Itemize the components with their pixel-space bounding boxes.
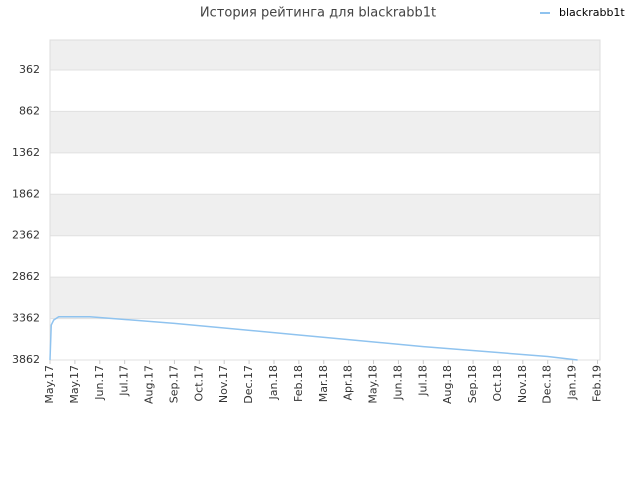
x-tick-label: Oct.17: [192, 365, 205, 402]
plot-band: [50, 40, 600, 70]
x-tick-label: Jun.17: [93, 365, 106, 401]
x-tick-label: Jan.18: [267, 365, 280, 400]
x-tick-label: May.17: [68, 365, 81, 404]
y-tick-label: 862: [19, 104, 40, 117]
x-tick-label: Nov.17: [217, 365, 230, 403]
x-tick-label: Oct.18: [491, 365, 504, 402]
x-tick-label: May.18: [367, 365, 380, 404]
plot-band: [50, 194, 600, 236]
x-tick-label: Jun.18: [391, 365, 404, 401]
legend-label: blackrabb1t: [559, 6, 625, 19]
x-tick-label: Feb.19: [591, 365, 604, 402]
y-tick-label: 3862: [12, 353, 40, 366]
chart-title: История рейтинга для blackrabb1t: [200, 6, 436, 21]
x-tick-label: Sep.18: [466, 365, 479, 403]
x-tick-label: Apr.18: [342, 365, 355, 401]
plot-band: [50, 152, 600, 195]
x-tick-label: Nov.18: [516, 365, 529, 403]
x-tick-label: May.17: [43, 365, 56, 404]
x-tick-label: Jul.17: [118, 365, 131, 397]
plot-band: [50, 277, 600, 319]
plot-band: [50, 111, 600, 153]
y-tick-label: 3362: [12, 312, 40, 325]
x-tick-label: Feb.18: [292, 365, 305, 402]
x-tick-label: Jul.18: [416, 365, 429, 397]
x-tick-label: Aug.18: [441, 365, 454, 404]
x-tick-label: Jan.19: [566, 365, 579, 400]
y-tick-label: 1862: [12, 187, 40, 200]
x-tick-label: Aug.17: [143, 365, 156, 404]
y-tick-label: 1362: [12, 146, 40, 159]
plot-band: [50, 235, 600, 278]
plot-band: [50, 69, 600, 112]
y-tick-label: 2362: [12, 229, 40, 242]
x-tick-label: Dec.17: [242, 365, 255, 404]
x-tick-label: Mar.18: [317, 365, 330, 402]
y-tick-label: 2862: [12, 270, 40, 283]
x-tick-label: Sep.17: [167, 365, 180, 403]
y-tick-label: 362: [19, 63, 40, 76]
series-line: [49, 315, 578, 361]
x-tick-label: Dec.18: [541, 365, 554, 404]
